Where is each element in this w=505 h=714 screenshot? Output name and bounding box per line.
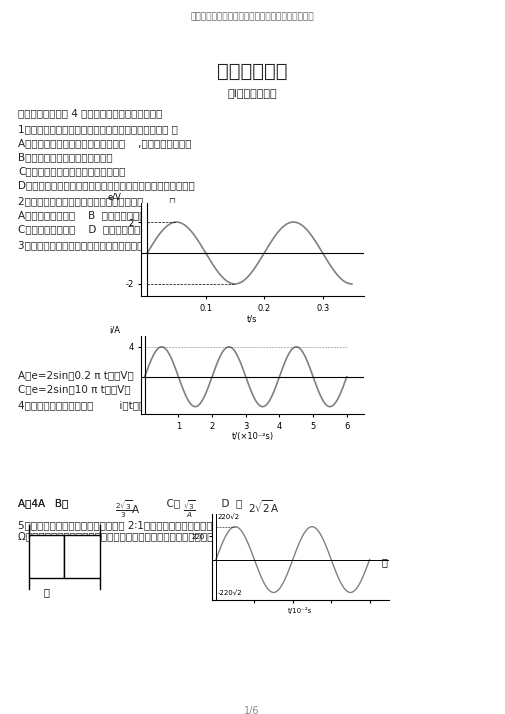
- Text: A．4A   B．: A．4A B．: [18, 498, 68, 508]
- Bar: [29, 536, 65, 578]
- Y-axis label: e/V: e/V: [108, 193, 122, 201]
- Text: 4．如下图是一交变电流的        i－t图象，则该沟通电电流的有效值为    （ ）: 4．如下图是一交变电流的 i－t图象，则该沟通电电流的有效值为 （ ）: [18, 400, 255, 410]
- Text: 高二物理试题: 高二物理试题: [217, 62, 287, 81]
- Y-axis label: i/A: i/A: [109, 325, 120, 334]
- Text: $2\sqrt{2}$A: $2\sqrt{2}$A: [248, 498, 279, 515]
- Text: 2．远距离输电都采纳高压输电，其长处是（        ）: 2．远距离输电都采纳高压输电，其长处是（ ）: [18, 196, 176, 206]
- X-axis label: t/s: t/s: [247, 314, 258, 323]
- Text: -220√2: -220√2: [218, 590, 242, 596]
- Text: C．交变电流必定是按正弦规律变化的: C．交变电流必定是按正弦规律变化的: [18, 166, 125, 176]
- Text: C．e=2sin（10 π t）（V）: C．e=2sin（10 π t）（V）: [18, 384, 131, 394]
- Text: 乙: 乙: [381, 557, 387, 567]
- Text: D．交变电流的最大特点就是电流的方向随时间做周期性的变化: D．交变电流的最大特点就是电流的方向随时间做周期性的变化: [18, 180, 195, 190]
- Text: 1/6: 1/6: [244, 706, 260, 714]
- Text: D  ．: D ．: [215, 498, 242, 508]
- Text: B．直流电的大小和方向必定不变: B．直流电的大小和方向必定不变: [18, 152, 113, 162]
- Text: 3．如下图为一正弦沟通电电压随时间变化的图象，        以下表达式正确的选项是（ ）: 3．如下图为一正弦沟通电电压随时间变化的图象， 以下表达式正确的选项是（ ）: [18, 240, 273, 250]
- Text: C．可增大输电功率    D  ．可减少输电线上的能量损失: C．可增大输电功率 D ．可减少输电线上的能量损失: [18, 224, 184, 234]
- X-axis label: t/(×10⁻²s): t/(×10⁻²s): [231, 432, 274, 441]
- Text: $\frac{\sqrt{3}}{A}$: $\frac{\sqrt{3}}{A}$: [183, 498, 196, 520]
- Text: 第Ⅰ卷（选择题）: 第Ⅰ卷（选择题）: [227, 88, 277, 98]
- Text: 一、选择题（每题 4 分，每题只有一个正确答案）: 一、选择题（每题 4 分，每题只有一个正确答案）: [18, 108, 163, 118]
- Text: A．可增大输电电流    B  ．可加快输电速度: A．可增大输电电流 B ．可加快输电速度: [18, 210, 152, 220]
- Text: A．e=2sin（0.2 π t）（V）: A．e=2sin（0.2 π t）（V）: [18, 370, 134, 380]
- Text: 1．对于交变电流和直流电的说法中，正确的选项是（ ）: 1．对于交变电流和直流电的说法中，正确的选项是（ ）: [18, 124, 178, 134]
- X-axis label: t/10⁻²s: t/10⁻²s: [288, 608, 313, 615]
- Bar: [65, 536, 100, 578]
- Text: 5．理想变压器原、副线圈匝数之比为 2∶1，原线圈接入如图乙所示的正弦式沟通电压，副线圈接一个 R＝55 Ω的负载电阻，电流表、电压表均为理想电表，则下述结论正: 5．理想变压器原、副线圈匝数之比为 2∶1，原线圈接入如图乙所示的正弦式沟通电压…: [18, 520, 336, 542]
- Text: 220√2: 220√2: [218, 514, 240, 521]
- Text: C．: C．: [160, 498, 180, 508]
- Text: A．假如电流大小随时间做周期性变化    ,则必定是交变电流: A．假如电流大小随时间做周期性变化 ,则必定是交变电流: [18, 138, 191, 148]
- Text: 河南省兰考县高二数学期第一次月考物理试题含答案: 河南省兰考县高二数学期第一次月考物理试题含答案: [190, 12, 314, 21]
- Text: $\frac{2\sqrt{3}}{3}$A: $\frac{2\sqrt{3}}{3}$A: [115, 498, 141, 520]
- Text: 甲: 甲: [44, 588, 49, 598]
- Text: D  ．e=√2sin（0.2 π t）（V）: D ．e=√2sin（0.2 π t）（V）: [200, 384, 330, 394]
- Text: A．4A   B．: A．4A B．: [18, 498, 68, 508]
- Text: B  ．e=√2sin（10 π t）（V）: B ．e=√2sin（10 π t）（V）: [200, 370, 326, 380]
